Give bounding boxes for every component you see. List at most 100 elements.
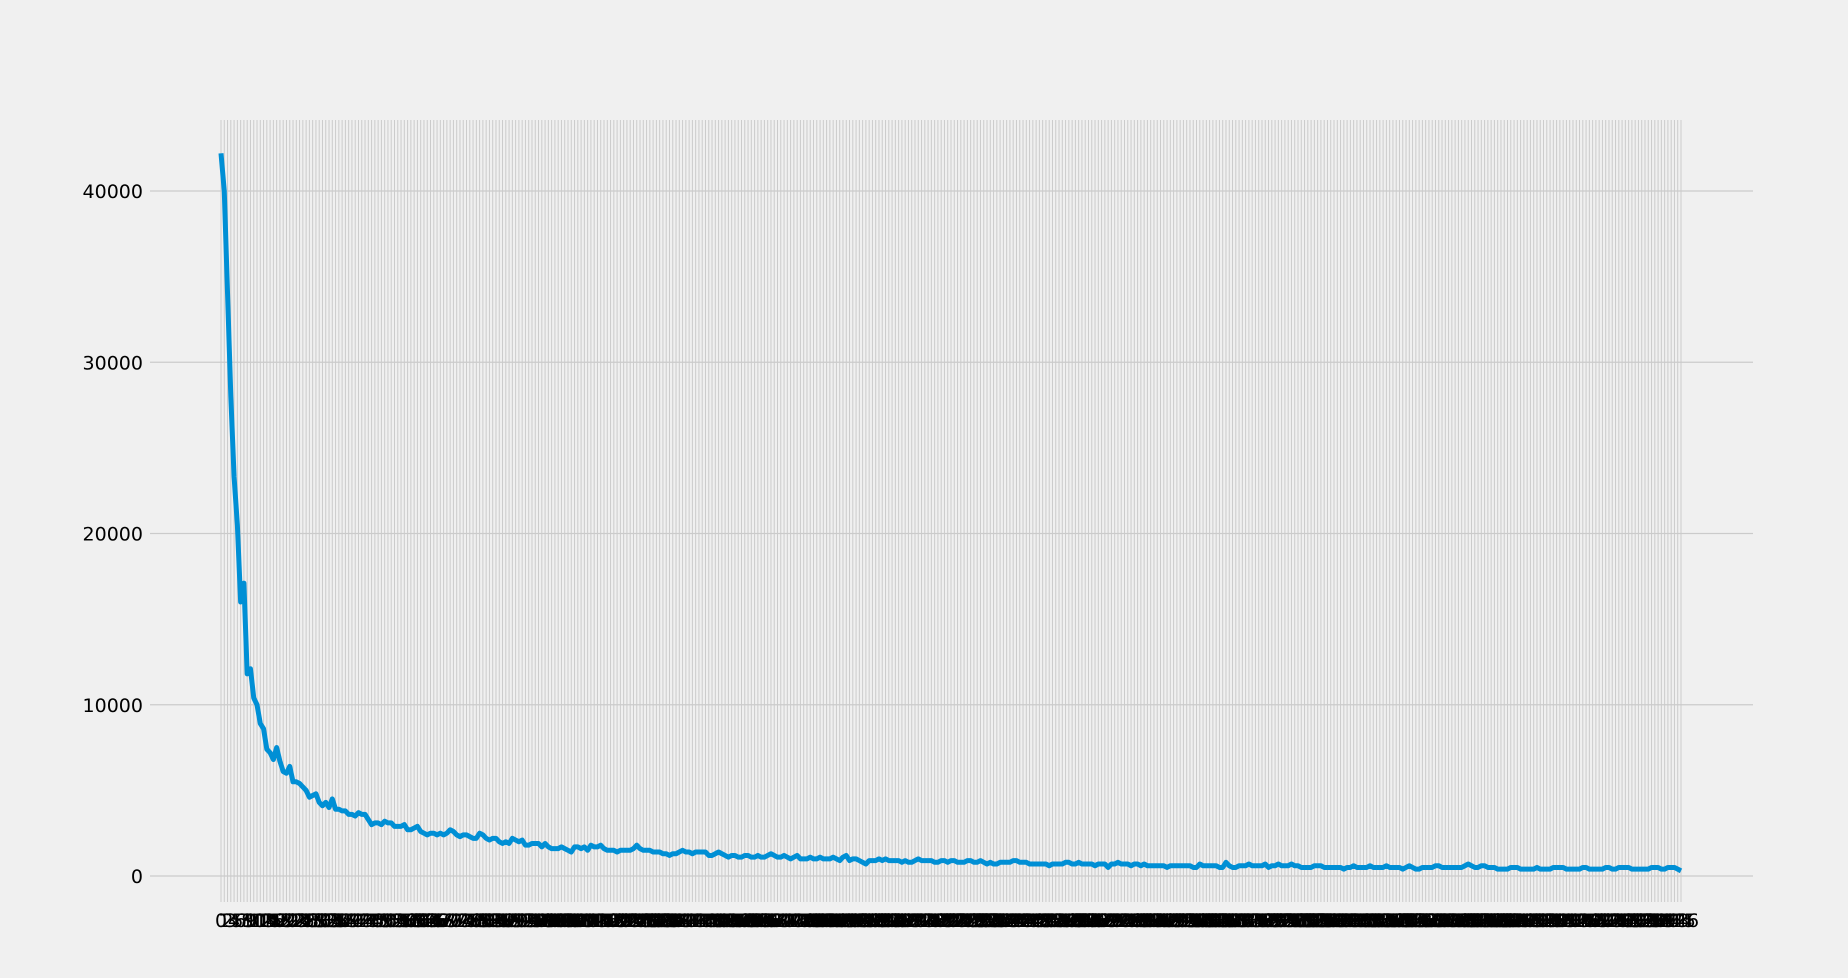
data-point (255, 702, 260, 707)
x-tick-label: 333 (1293, 910, 1329, 932)
x-tick-label: 245 (1005, 910, 1041, 932)
data-point (313, 791, 318, 796)
x-tick-label: 202 (864, 910, 900, 932)
x-tick-label: 283 (1129, 910, 1165, 932)
x-tick-label: 386 (1466, 910, 1502, 932)
x-tick-label: 6 (235, 910, 247, 932)
x-tick-label: 125 (612, 910, 648, 932)
x-tick-label: 282 (1126, 910, 1162, 932)
x-tick-label: 423 (1588, 910, 1624, 932)
x-tick-label: 374 (1427, 910, 1463, 932)
x-tick-label: 254 (1034, 910, 1070, 932)
x-tick-label: 263 (1064, 910, 1100, 932)
x-tick-label: 126 (615, 910, 651, 932)
x-tick-label: 182 (799, 910, 835, 932)
data-point (287, 764, 292, 769)
x-tick-label: 301 (1188, 910, 1224, 932)
x-tick-label: 50 (373, 910, 397, 932)
x-tick-label: 392 (1486, 910, 1522, 932)
series-line (218, 153, 1683, 874)
x-tick-label: 54 (386, 910, 410, 932)
x-tick-label: 212 (897, 910, 933, 932)
x-tick-label: 277 (1110, 910, 1146, 932)
x-tick-label: 55 (389, 910, 413, 932)
x-tick-label: 146 (681, 910, 717, 932)
x-tick-label: 17 (265, 910, 289, 932)
x-tick-label: 426 (1597, 910, 1633, 932)
x-tick-label: 130 (628, 910, 664, 932)
x-tick-label: 43 (350, 910, 374, 932)
x-tick-label: 340 (1316, 910, 1352, 932)
x-tick-label: 378 (1440, 910, 1476, 932)
x-tick-label: 227 (946, 910, 982, 932)
x-tick-label: 300 (1185, 910, 1221, 932)
x-tick-label: 354 (1362, 910, 1398, 932)
x-tick-label: 237 (979, 910, 1015, 932)
x-tick-label: 328 (1277, 910, 1313, 932)
x-tick-label: 401 (1516, 910, 1552, 932)
x-tick-label: 358 (1375, 910, 1411, 932)
x-tick-label: 61 (409, 910, 433, 932)
x-tick-label: 410 (1545, 910, 1581, 932)
x-tick-label: 221 (926, 910, 962, 932)
x-tick-label: 25 (291, 910, 315, 932)
x-tick-label: 216 (910, 910, 946, 932)
x-tick-label: 317 (1241, 910, 1277, 932)
x-tick-label: 366 (1401, 910, 1437, 932)
x-tick-label: 398 (1506, 910, 1542, 932)
data-point (507, 841, 512, 846)
x-tick-label: 241 (992, 910, 1028, 932)
x-tick-label: 279 (1116, 910, 1152, 932)
x-tick-label: 432 (1617, 910, 1653, 932)
x-tick-label: 267 (1077, 910, 1113, 932)
x-tick-label: 129 (625, 910, 661, 932)
x-tick-label: 230 (956, 910, 992, 932)
x-tick-label: 114 (576, 910, 612, 932)
x-tick-label: 60 (405, 910, 429, 932)
x-tick-label: 246 (1008, 910, 1044, 932)
x-tick-label: 259 (1051, 910, 1087, 932)
x-tick-label: 213 (900, 910, 936, 932)
data-point (304, 788, 309, 793)
x-tick-label: 379 (1444, 910, 1480, 932)
x-tick-label: 215 (907, 910, 943, 932)
x-tick-label: 435 (1627, 910, 1663, 932)
x-tick-label: 95 (520, 910, 544, 932)
x-tick-label: 275 (1103, 910, 1139, 932)
x-tick-label: 123 (606, 910, 642, 932)
x-tick-label: 307 (1208, 910, 1244, 932)
x-tick-label: 197 (848, 910, 884, 932)
x-tick-label: 10 (242, 910, 266, 932)
x-tick-label: 88 (497, 910, 521, 932)
x-tick-label: 144 (674, 910, 710, 932)
x-tick-label: 24 (287, 910, 311, 932)
x-tick-label: 63 (415, 910, 439, 932)
x-tick-label: 210 (890, 910, 926, 932)
data-point (274, 745, 279, 750)
x-tick-label: 94 (517, 910, 541, 932)
x-tick-label: 325 (1267, 910, 1303, 932)
x-tick-label: 90 (504, 910, 528, 932)
x-tick-label: 252 (1028, 910, 1064, 932)
x-tick-label: 234 (969, 910, 1005, 932)
x-tick-label: 214 (903, 910, 939, 932)
x-tick-label: 395 (1496, 910, 1532, 932)
x-tick-label: 133 (638, 910, 674, 932)
x-tick-label: 204 (871, 910, 907, 932)
x-tick-label: 208 (884, 910, 920, 932)
x-tick-label: 51 (376, 910, 400, 932)
x-tick-label: 293 (1162, 910, 1198, 932)
x-tick-label: 84 (484, 910, 508, 932)
x-tick-label: 164 (740, 910, 776, 932)
x-tick-label: 334 (1296, 910, 1332, 932)
x-tick-label: 119 (592, 910, 628, 932)
x-tick-label: 23 (284, 910, 308, 932)
x-tick-label: 59 (402, 910, 426, 932)
x-tick-label: 185 (808, 910, 844, 932)
x-tick-label: 203 (867, 910, 903, 932)
x-tick-label: 289 (1149, 910, 1185, 932)
x-tick-label: 257 (1044, 910, 1080, 932)
x-tick-label: 99 (533, 910, 557, 932)
x-tick-label: 347 (1339, 910, 1375, 932)
x-tick-label: 154 (707, 910, 743, 932)
